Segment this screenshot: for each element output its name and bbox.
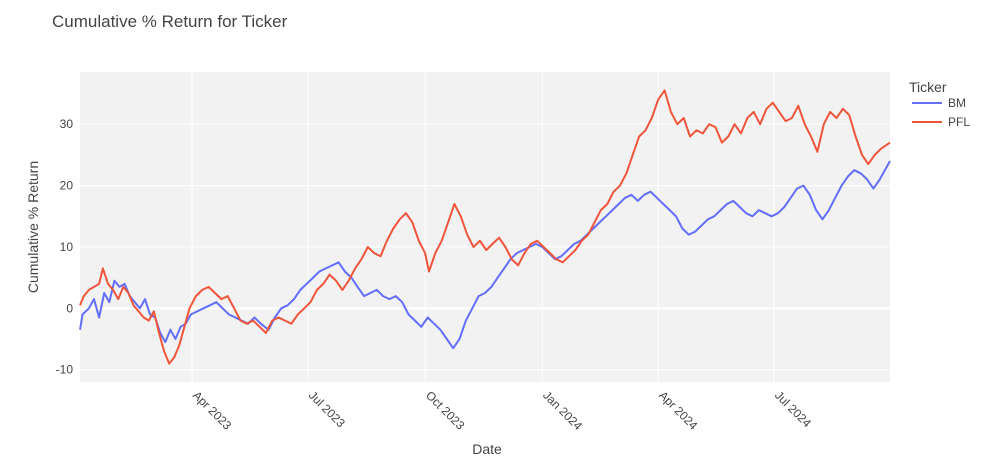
y-tick-label: -10 <box>56 363 74 377</box>
x-tick-label: Apr 2023 <box>190 388 235 433</box>
x-tick-label: Apr 2024 <box>656 388 701 433</box>
y-axis-title: Cumulative % Return <box>25 161 41 293</box>
legend-label: PFL <box>948 115 970 129</box>
x-tick-label: Jul 2023 <box>306 388 348 430</box>
x-tick-label: Jul 2024 <box>772 388 814 430</box>
y-tick-label: 10 <box>60 240 74 254</box>
x-tick-label: Jan 2024 <box>540 388 585 433</box>
x-axis-ticks: Apr 2023 Jul 2023 Oct 2023 Jan 2024 Apr 2024… <box>190 388 814 433</box>
series-line-pfl <box>79 89 891 365</box>
plot-area <box>80 72 890 382</box>
y-tick-label: 0 <box>66 301 73 315</box>
legend-item-bm[interactable]: BM <box>912 96 966 110</box>
y-tick-label: 30 <box>60 117 74 131</box>
x-tick-label: Oct 2023 <box>423 388 468 433</box>
y-axis-ticks: -10 0 10 20 30 <box>56 117 74 377</box>
legend-label: BM <box>948 96 966 110</box>
y-tick-label: 20 <box>60 179 74 193</box>
chart-title: Cumulative % Return for Ticker <box>52 12 288 31</box>
grid-lines <box>80 72 890 382</box>
legend-title: Ticker <box>909 79 947 95</box>
legend-item-pfl[interactable]: PFL <box>912 115 970 129</box>
x-axis-title: Date <box>472 441 502 457</box>
series-layer <box>79 89 891 365</box>
legend-items[interactable]: BM PFL <box>912 96 970 129</box>
legend[interactable]: Ticker BM PFL <box>909 79 970 129</box>
series-line-bm <box>79 160 891 350</box>
